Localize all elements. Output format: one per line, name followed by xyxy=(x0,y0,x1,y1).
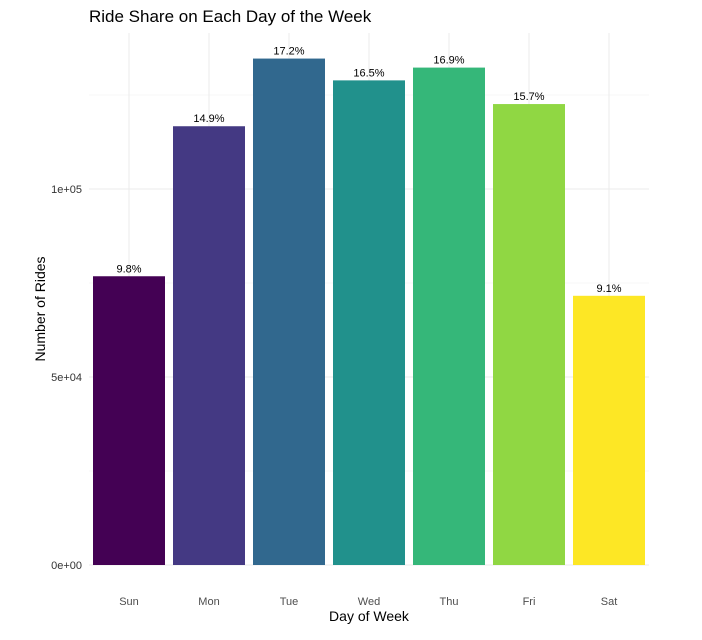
bar-label-mon: 14.9% xyxy=(193,113,224,125)
bar-label-fri: 15.7% xyxy=(513,91,544,103)
bar-label-thu: 16.9% xyxy=(433,55,464,67)
x-axis-title: Day of Week xyxy=(329,608,410,624)
bar-label-sat: 9.1% xyxy=(596,283,621,295)
bar-sun xyxy=(93,276,165,565)
x-tick-label-mon: Mon xyxy=(198,596,219,608)
x-tick-label-thu: Thu xyxy=(440,596,459,608)
y-tick-label: 5e+04 xyxy=(51,372,82,384)
bar-sat xyxy=(573,295,645,565)
x-tick-label-sun: Sun xyxy=(119,596,139,608)
bar-label-wed: 16.5% xyxy=(353,67,384,79)
bar-tue xyxy=(253,58,325,566)
x-tick-label-sat: Sat xyxy=(601,596,618,608)
x-tick-label-wed: Wed xyxy=(358,596,380,608)
y-axis-tick-labels: 0e+00 5e+04 1e+05 xyxy=(51,184,82,572)
y-tick-label: 0e+00 xyxy=(51,560,82,572)
y-tick-label: 1e+05 xyxy=(51,184,82,196)
x-tick-label-fri: Fri xyxy=(523,596,536,608)
bars xyxy=(93,58,645,566)
bar-wed xyxy=(333,80,405,565)
bar-data-labels: 9.8% 14.9% 17.2% 16.5% 16.9% 15.7% 9.1% xyxy=(116,46,621,295)
chart-title: Ride Share on Each Day of the Week xyxy=(89,7,372,26)
x-axis-tick-labels: Sun Mon Tue Wed Thu Fri Sat xyxy=(119,596,617,608)
bar-fri xyxy=(493,104,565,565)
bar-label-sun: 9.8% xyxy=(116,263,141,275)
y-axis-title: Number of Rides xyxy=(32,256,48,361)
x-tick-label-tue: Tue xyxy=(280,596,299,608)
bar-label-tue: 17.2% xyxy=(273,46,304,58)
bar-mon xyxy=(173,126,245,565)
bar-thu xyxy=(413,67,485,565)
